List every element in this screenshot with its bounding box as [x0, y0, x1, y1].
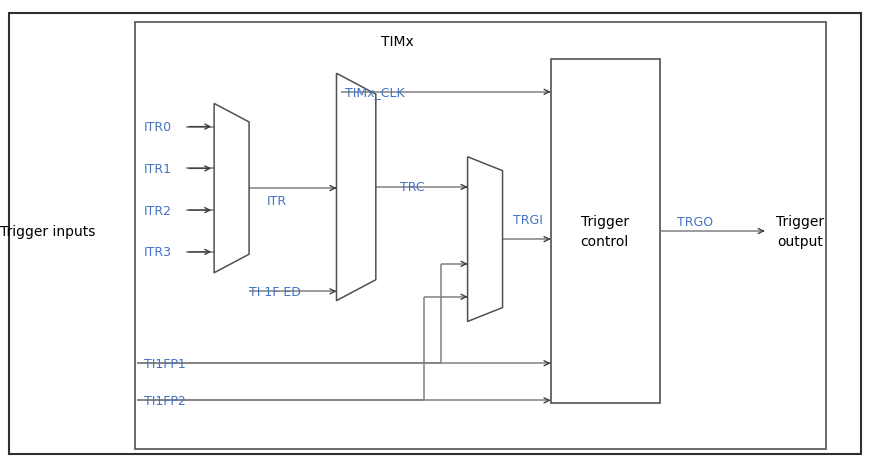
Bar — [135, 23, 826, 449]
Bar — [551, 60, 660, 403]
Text: ITR0: ITR0 — [144, 121, 172, 134]
Text: TIMx: TIMx — [381, 35, 414, 49]
Text: TRGI: TRGI — [513, 213, 543, 226]
Text: Trigger
control: Trigger control — [580, 215, 629, 248]
Text: Trigger
output: Trigger output — [775, 215, 824, 248]
Text: ITR1: ITR1 — [144, 163, 172, 175]
Text: ITR: ITR — [267, 195, 287, 208]
Text: TIMx_CLK: TIMx_CLK — [345, 86, 405, 99]
Text: TI 1F ED: TI 1F ED — [249, 285, 301, 298]
Text: TRGO: TRGO — [677, 216, 713, 229]
Text: TI1FP2: TI1FP2 — [144, 394, 186, 407]
Text: ITR3: ITR3 — [144, 246, 172, 259]
Text: ITR2: ITR2 — [144, 204, 172, 217]
Text: Trigger inputs: Trigger inputs — [0, 225, 96, 238]
Text: TI1FP1: TI1FP1 — [144, 357, 186, 370]
Text: TRC: TRC — [400, 181, 425, 194]
